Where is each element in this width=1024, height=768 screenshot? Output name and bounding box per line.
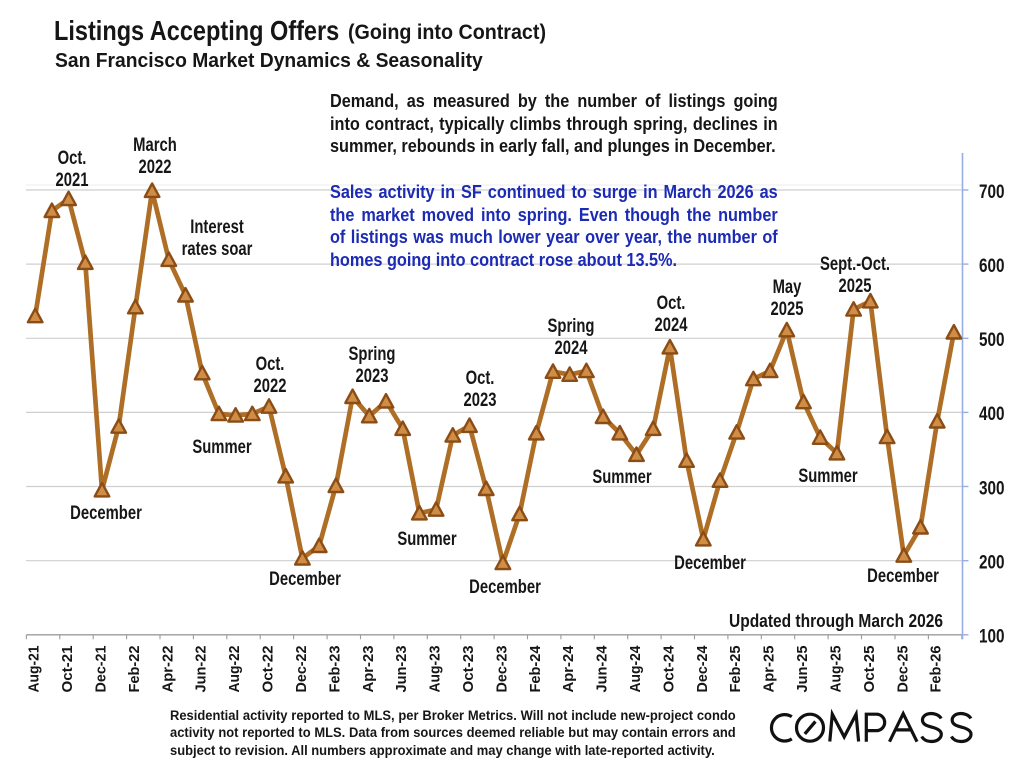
- svg-text:Dec-24: Dec-24: [695, 646, 711, 693]
- svg-text:Oct-21: Oct-21: [60, 646, 76, 693]
- svg-text:Oct-23: Oct-23: [461, 646, 477, 693]
- svg-text:Apr-22: Apr-22: [160, 646, 176, 693]
- svg-text:Aug-23: Aug-23: [428, 646, 444, 693]
- svg-text:Dec-25: Dec-25: [895, 646, 911, 693]
- svg-text:Apr-25: Apr-25: [762, 646, 778, 693]
- svg-text:Feb-23: Feb-23: [327, 646, 343, 693]
- svg-text:Dec-23: Dec-23: [494, 646, 510, 693]
- svg-text:500: 500: [979, 330, 1005, 351]
- svg-text:200: 200: [979, 553, 1005, 574]
- svg-text:Feb-24: Feb-24: [528, 646, 544, 693]
- svg-text:600: 600: [979, 256, 1005, 277]
- svg-text:100: 100: [979, 627, 1005, 648]
- svg-text:Aug-21: Aug-21: [27, 646, 43, 693]
- svg-text:Aug-24: Aug-24: [628, 646, 644, 693]
- svg-text:700: 700: [979, 182, 1005, 203]
- svg-text:Feb-26: Feb-26: [929, 646, 945, 693]
- svg-text:Oct-24: Oct-24: [661, 646, 677, 693]
- svg-text:Jun-22: Jun-22: [194, 646, 210, 693]
- svg-text:Oct-22: Oct-22: [261, 646, 277, 693]
- svg-text:Aug-25: Aug-25: [828, 646, 844, 693]
- svg-text:Aug-22: Aug-22: [227, 646, 243, 693]
- svg-text:Feb-22: Feb-22: [127, 646, 143, 693]
- svg-text:Apr-23: Apr-23: [361, 646, 377, 693]
- svg-text:Jun-23: Jun-23: [394, 646, 410, 693]
- svg-text:Jun-24: Jun-24: [595, 646, 611, 693]
- svg-text:300: 300: [979, 478, 1005, 499]
- svg-text:Dec-22: Dec-22: [294, 646, 310, 693]
- svg-text:Feb-25: Feb-25: [728, 646, 744, 693]
- svg-text:Oct-25: Oct-25: [862, 646, 878, 693]
- svg-text:Dec-21: Dec-21: [94, 646, 110, 693]
- svg-text:Apr-24: Apr-24: [561, 646, 577, 693]
- svg-text:Jun-25: Jun-25: [795, 646, 811, 693]
- svg-text:400: 400: [979, 404, 1005, 425]
